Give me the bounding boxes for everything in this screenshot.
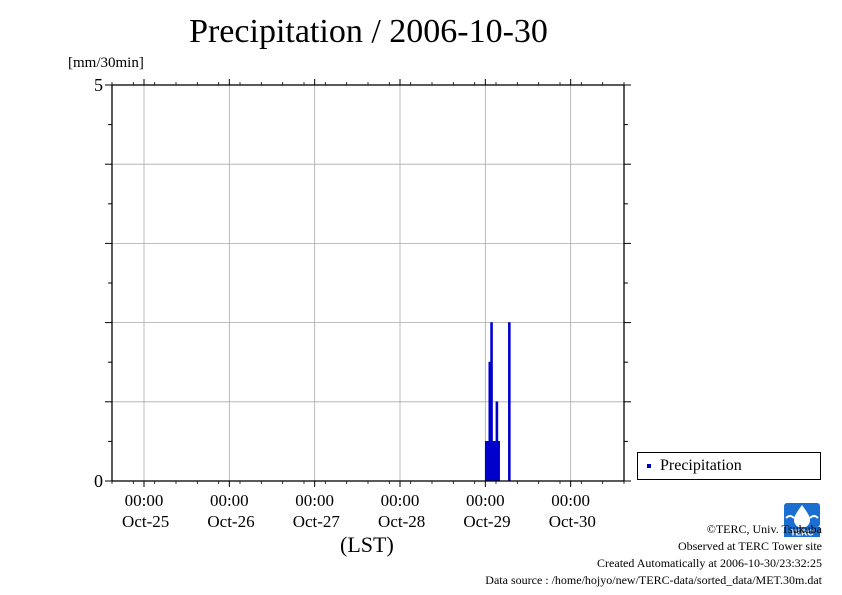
precipitation-bar	[508, 322, 511, 482]
source-text: Data source : /home/hojyo/new/TERC-data/…	[485, 573, 822, 587]
y-axis-unit-label: [mm/30min]	[68, 55, 144, 71]
y-tick-label: 0	[94, 471, 103, 491]
x-tick-date-label: Oct-25	[122, 512, 169, 531]
x-tick-date-label: Oct-27	[293, 512, 341, 531]
terc-logo: TERC	[784, 503, 820, 537]
legend: Precipitation	[637, 452, 821, 480]
copyright-text: ©TERC, Univ. Tsukuba	[706, 522, 822, 536]
x-tick-time-label: 00:00	[210, 491, 249, 510]
x-tick-time-label: 00:00	[295, 491, 334, 510]
x-axis-label: (LST)	[340, 532, 394, 557]
x-tick-date-label: Oct-28	[378, 512, 425, 531]
x-tick-time-label: 00:00	[551, 491, 590, 510]
x-tick-time-label: 00:00	[125, 491, 164, 510]
site-text: Observed at TERC Tower site	[677, 539, 822, 553]
x-tick-date-label: Oct-30	[549, 512, 596, 531]
legend-swatch	[647, 464, 651, 468]
x-tick-date-label: Oct-26	[207, 512, 254, 531]
x-tick-time-label: 00:00	[466, 491, 505, 510]
chart-title: Precipitation / 2006-10-30	[189, 13, 548, 50]
legend-label: Precipitation	[660, 457, 742, 474]
svg-text:TERC: TERC	[790, 528, 813, 538]
credits: ©TERC, Univ. Tsukuba Observed at TERC To…	[485, 521, 822, 589]
created-text: Created Automatically at 2006-10-30/23:3…	[597, 556, 822, 570]
plot-frame	[111, 84, 625, 482]
x-tick-date-label: Oct-29	[463, 512, 510, 531]
y-tick-label: 5	[94, 75, 103, 95]
x-tick-time-label: 00:00	[381, 491, 420, 510]
precipitation-bar	[497, 440, 500, 482]
